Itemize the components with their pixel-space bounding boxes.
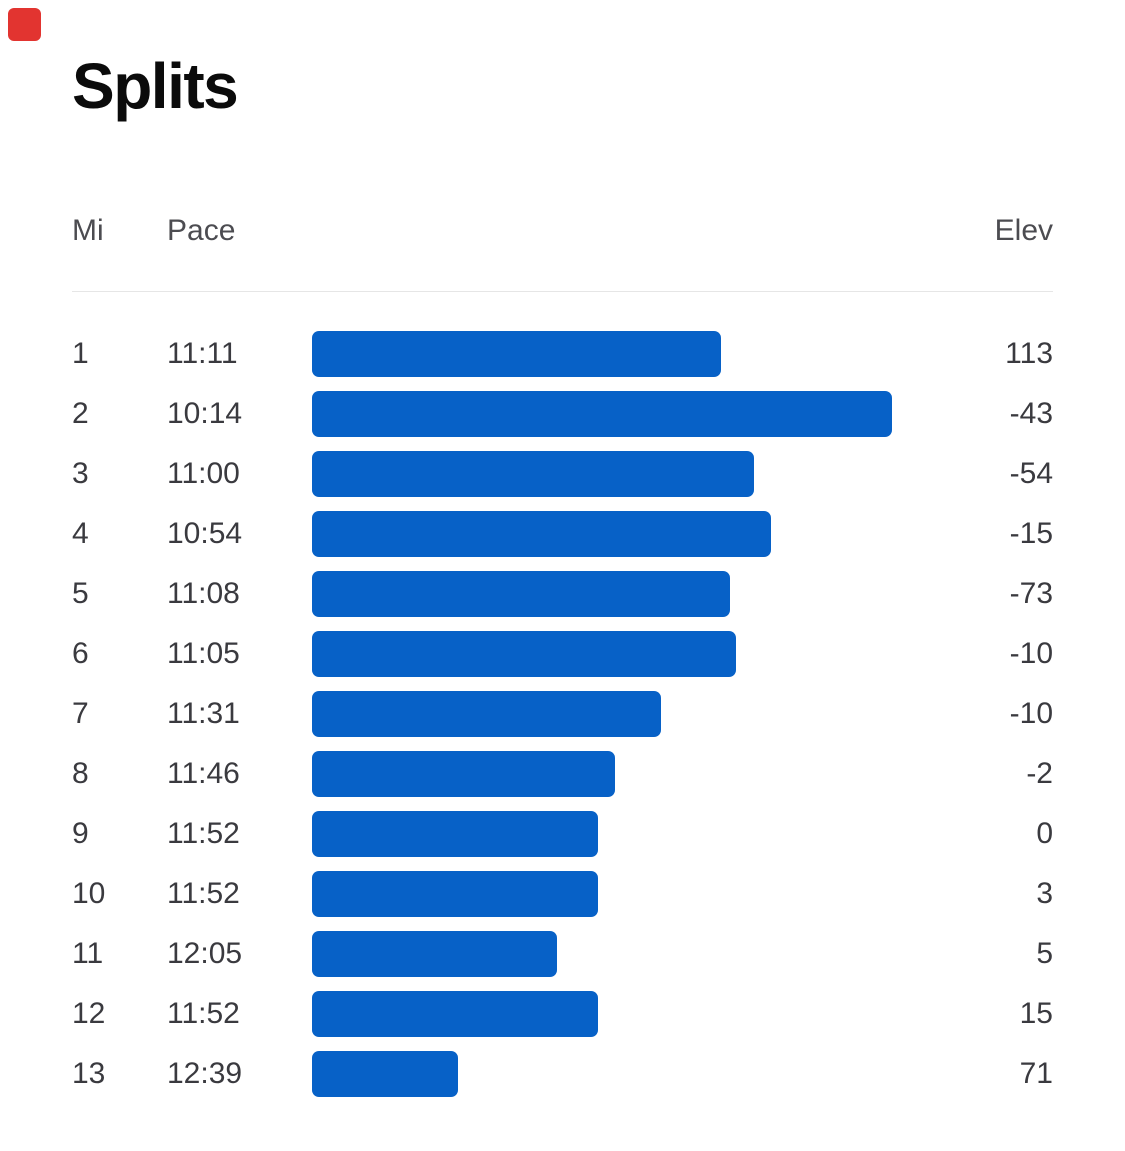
pace-bar [312, 931, 557, 977]
split-mile: 12 [72, 997, 106, 1030]
split-row: 1 11:11 113 [0, 324, 1125, 384]
split-row: 7 11:31 -10 [0, 684, 1125, 744]
pace-bar [312, 751, 615, 797]
pace-bar [312, 631, 736, 677]
pace-bar-track [312, 691, 942, 737]
split-row: 13 12:39 71 [0, 1044, 1125, 1104]
table-header: Mi Pace Elev [0, 209, 1125, 253]
split-row: 2 10:14 -43 [0, 384, 1125, 444]
split-elev: 5 [1036, 937, 1053, 970]
split-elev: 113 [1005, 337, 1053, 370]
split-pace: 12:05 [167, 937, 243, 970]
split-row: 6 11:05 -10 [0, 624, 1125, 684]
split-mile: 5 [72, 577, 89, 610]
column-header-elev: Elev [994, 214, 1053, 247]
split-pace: 11:52 [167, 877, 240, 910]
split-row: 4 10:54 -15 [0, 504, 1125, 564]
split-elev: 71 [1019, 1057, 1053, 1090]
split-elev: 3 [1036, 877, 1053, 910]
split-pace: 10:14 [167, 397, 243, 430]
pace-bar-track [312, 811, 942, 857]
pace-bar-track [312, 871, 942, 917]
pace-bar-track [312, 931, 942, 977]
split-elev: -54 [1009, 457, 1053, 490]
split-mile: 7 [72, 697, 89, 730]
split-pace: 11:05 [167, 637, 240, 670]
split-row: 12 11:52 15 [0, 984, 1125, 1044]
split-mile: 1 [72, 337, 89, 370]
split-mile: 8 [72, 757, 89, 790]
split-pace: 11:52 [167, 997, 240, 1030]
split-row: 3 11:00 -54 [0, 444, 1125, 504]
split-pace: 11:08 [167, 577, 240, 610]
pace-bar-track [312, 451, 942, 497]
split-pace: 12:39 [167, 1057, 243, 1090]
split-pace: 11:46 [167, 757, 240, 790]
split-pace: 10:54 [167, 517, 243, 550]
pace-bar [312, 511, 771, 557]
column-header-pace: Pace [167, 214, 236, 247]
pace-bar [312, 871, 598, 917]
split-mile: 4 [72, 517, 89, 550]
pace-bar [312, 331, 721, 377]
pace-bar [312, 811, 598, 857]
table-body: 1 11:11 113 2 10:14 -43 3 11:00 -54 4 10… [0, 324, 1125, 1104]
split-elev: -73 [1009, 577, 1053, 610]
red-marker-icon [8, 8, 41, 41]
split-pace: 11:00 [167, 457, 240, 490]
pace-bar [312, 451, 754, 497]
pace-bar-track [312, 571, 942, 617]
split-pace: 11:31 [167, 697, 240, 730]
split-pace: 11:11 [167, 337, 238, 370]
pace-bar-track [312, 331, 942, 377]
split-mile: 10 [72, 877, 106, 910]
pace-bar-track [312, 511, 942, 557]
pace-bar-track [312, 751, 942, 797]
pace-bar-track [312, 391, 942, 437]
split-row: 5 11:08 -73 [0, 564, 1125, 624]
split-row: 8 11:46 -2 [0, 744, 1125, 804]
split-elev: -15 [1009, 517, 1053, 550]
column-header-mile: Mi [72, 214, 104, 247]
pace-bar-track [312, 631, 942, 677]
split-elev: 15 [1019, 997, 1053, 1030]
split-mile: 13 [72, 1057, 106, 1090]
pace-bar-track [312, 1051, 942, 1097]
split-elev: -10 [1009, 697, 1053, 730]
split-elev: 0 [1036, 817, 1053, 850]
pace-bar [312, 571, 730, 617]
pace-bar [312, 1051, 458, 1097]
split-row: 11 12:05 5 [0, 924, 1125, 984]
split-mile: 9 [72, 817, 89, 850]
header-divider [72, 291, 1053, 292]
pace-bar [312, 391, 892, 437]
split-pace: 11:52 [167, 817, 240, 850]
pace-bar [312, 991, 598, 1037]
split-elev: -43 [1009, 397, 1053, 430]
pace-bar-track [312, 991, 942, 1037]
split-mile: 2 [72, 397, 89, 430]
split-elev: -2 [1026, 757, 1053, 790]
pace-bar [312, 691, 661, 737]
split-mile: 3 [72, 457, 89, 490]
split-mile: 11 [72, 937, 104, 970]
split-elev: -10 [1009, 637, 1053, 670]
split-row: 9 11:52 0 [0, 804, 1125, 864]
split-mile: 6 [72, 637, 89, 670]
split-row: 10 11:52 3 [0, 864, 1125, 924]
page-title: Splits [72, 50, 239, 122]
